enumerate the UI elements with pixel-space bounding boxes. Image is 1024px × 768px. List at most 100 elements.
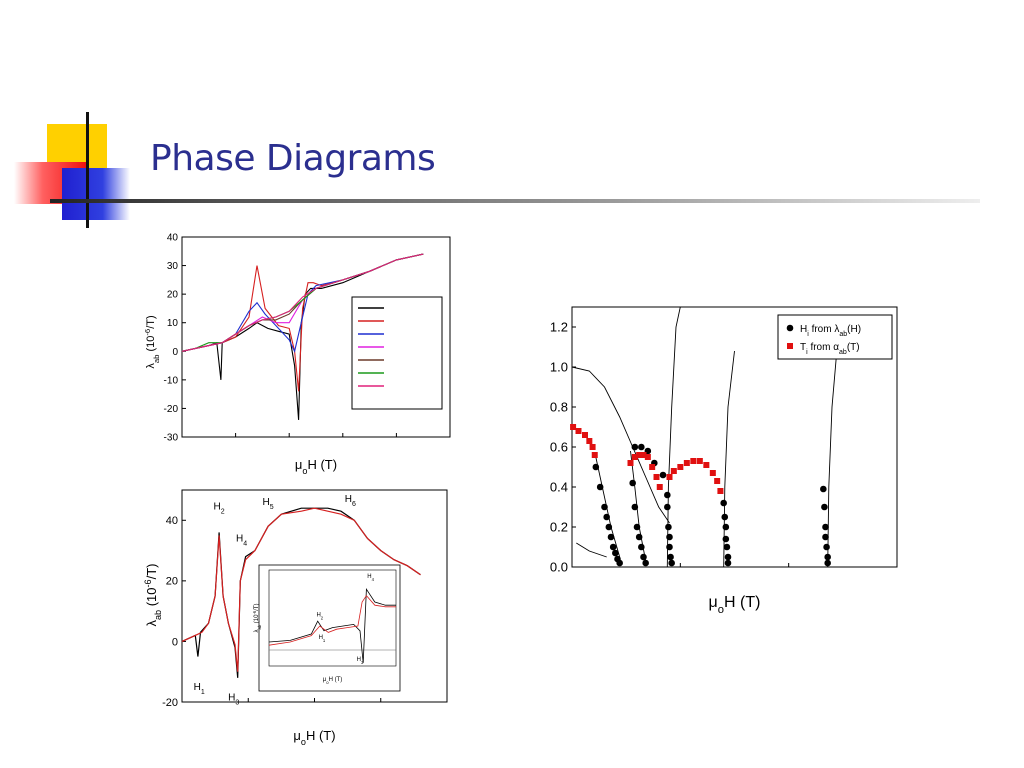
c-point-black	[664, 503, 671, 511]
b-marker-H4: H4	[236, 533, 247, 547]
b-inset-plot-frame	[268, 569, 397, 667]
a-y-tick-label: 10	[167, 318, 179, 329]
c-point-black	[664, 491, 671, 499]
c-point-black	[667, 553, 674, 561]
c-point-red	[644, 454, 651, 460]
c-x-axis-label: μoH (T)	[709, 594, 761, 615]
b-inset-marker-H2: H2	[316, 612, 323, 620]
c-point-black	[640, 553, 647, 561]
b-series-line-1	[181, 507, 421, 672]
c-y-tick-label: 0.2	[550, 520, 568, 535]
c-point-black	[723, 543, 731, 551]
c-point-black	[724, 559, 732, 567]
a-y-tick-label: -30	[164, 433, 179, 444]
c-y-tick-label: 0.6	[550, 440, 568, 455]
b-inset-x-axis-label: μoH (T)	[323, 677, 342, 685]
c-point-black	[724, 553, 732, 561]
c-point-red	[714, 478, 721, 484]
c-point-red	[582, 432, 588, 438]
a-y-tick-label: 40	[167, 233, 179, 244]
c-legend-label-0: Hi from λab(H)	[800, 324, 861, 338]
b-marker-H1: H1	[194, 682, 205, 696]
c-point-black	[633, 523, 641, 531]
slide-title: Phase Diagrams	[150, 138, 436, 179]
a-y-tick-label: -20	[164, 404, 179, 415]
c-point-black	[638, 543, 645, 551]
c-point-black	[605, 523, 613, 531]
c-point-red	[703, 462, 710, 468]
deco-horizontal-line	[50, 199, 980, 203]
b-y-axis-label: λab (10-6/T)	[143, 563, 163, 626]
c-point-black	[721, 513, 729, 521]
c-point-black	[631, 503, 639, 511]
c-point-black	[603, 513, 610, 521]
c-point-black	[607, 533, 615, 541]
c-point-black	[642, 559, 649, 567]
c-point-black	[596, 483, 604, 491]
c-point-red	[709, 470, 716, 476]
c-point-red	[656, 484, 663, 490]
c-point-black	[659, 471, 667, 479]
c-phase-boundary-6	[576, 542, 607, 558]
c-phase-boundary-2	[723, 350, 735, 568]
c-phase-boundary-1	[666, 306, 681, 568]
c-point-red	[690, 458, 697, 464]
deco-vertical-line	[86, 112, 89, 228]
c-point-black	[668, 559, 675, 567]
b-inset-series-line-0	[268, 587, 396, 663]
c-y-tick-label: 1.0	[550, 360, 568, 375]
c-point-black	[822, 523, 829, 531]
a-series-line-077K	[181, 253, 424, 352]
c-point-red	[627, 460, 634, 466]
c-point-black	[820, 485, 827, 493]
c-phase-boundary-3	[827, 356, 837, 568]
c-point-black	[720, 499, 727, 507]
c-point-red	[640, 452, 647, 458]
a-plot-frame	[181, 236, 451, 438]
b-inset-series-line-1	[268, 594, 396, 646]
b-inset-marker-H1: H1	[319, 635, 326, 643]
c-y-tick-label: 0.8	[550, 400, 568, 415]
a-y-tick-label: 20	[167, 290, 179, 301]
c-point-red	[653, 474, 660, 480]
c-point-black	[821, 503, 828, 511]
b-y-tick-label: 20	[166, 576, 178, 588]
c-y-tick-label: 0.4	[550, 480, 568, 495]
c-point-black	[822, 533, 829, 541]
c-point-red	[696, 458, 703, 464]
c-point-black	[629, 479, 636, 487]
b-marker-H3: H3	[228, 692, 239, 706]
c-point-black	[638, 443, 645, 451]
c-point-red	[591, 452, 598, 458]
c-point-red	[683, 460, 690, 466]
a-x-axis-label: μoH (T)	[295, 457, 337, 476]
c-point-red	[589, 444, 596, 450]
b-marker-H2: H2	[214, 502, 225, 516]
c-y-tick-label: 0.0	[550, 560, 568, 575]
b-inset-marker-H4: H4	[367, 574, 374, 582]
b-marker-H5: H5	[263, 497, 274, 511]
b-inset-marker-H3: H3	[357, 657, 364, 665]
c-point-red	[586, 438, 593, 444]
c-point-black	[666, 543, 673, 551]
c-point-black	[616, 559, 623, 567]
c-point-red	[575, 428, 582, 434]
a-y-axis-label: λab (10-6/T)	[143, 315, 161, 368]
c-point-red	[636, 452, 643, 458]
c-point-black	[824, 553, 831, 561]
c-point-red	[666, 474, 673, 480]
c-point-red	[677, 464, 684, 470]
b-x-axis-label: μoH (T)	[293, 728, 335, 747]
c-point-black	[824, 559, 831, 567]
b-inset-frame	[258, 564, 401, 692]
c-point-black	[612, 549, 619, 557]
c-point-black	[666, 533, 673, 541]
c-point-red	[631, 454, 638, 460]
a-series-line-030K	[181, 253, 424, 420]
c-point-red	[570, 424, 577, 430]
c-point-black	[635, 533, 643, 541]
c-legend-swatch-black	[786, 324, 794, 332]
b-y-tick-label: 40	[166, 515, 178, 527]
c-point-black	[631, 443, 639, 451]
c-legend-box	[777, 314, 893, 360]
